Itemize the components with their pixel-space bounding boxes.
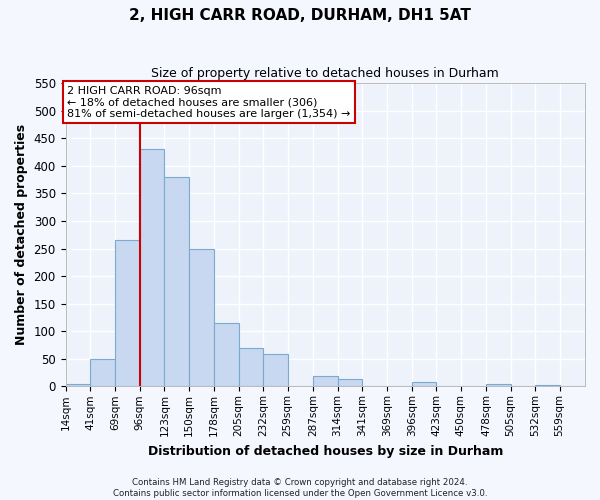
Bar (164, 177, 189, 386)
Bar (412, 382, 436, 386)
X-axis label: Distribution of detached houses by size in Durham: Distribution of detached houses by size … (148, 444, 503, 458)
Bar (65, 384, 90, 386)
Bar (90, 359, 115, 386)
Bar (263, 354, 287, 386)
Bar (313, 376, 338, 386)
Bar (486, 384, 511, 386)
Title: Size of property relative to detached houses in Durham: Size of property relative to detached ho… (151, 68, 499, 80)
Bar (115, 240, 140, 386)
Text: Contains HM Land Registry data © Crown copyright and database right 2024.
Contai: Contains HM Land Registry data © Crown c… (113, 478, 487, 498)
Bar (338, 379, 362, 386)
Bar (239, 348, 263, 387)
Bar (214, 323, 239, 386)
Bar (189, 248, 214, 386)
Text: 2, HIGH CARR ROAD, DURHAM, DH1 5AT: 2, HIGH CARR ROAD, DURHAM, DH1 5AT (129, 8, 471, 22)
Bar (140, 149, 164, 386)
Text: 2 HIGH CARR ROAD: 96sqm
← 18% of detached houses are smaller (306)
81% of semi-d: 2 HIGH CARR ROAD: 96sqm ← 18% of detache… (67, 86, 351, 119)
Y-axis label: Number of detached properties: Number of detached properties (15, 124, 28, 346)
Bar (535, 384, 560, 386)
